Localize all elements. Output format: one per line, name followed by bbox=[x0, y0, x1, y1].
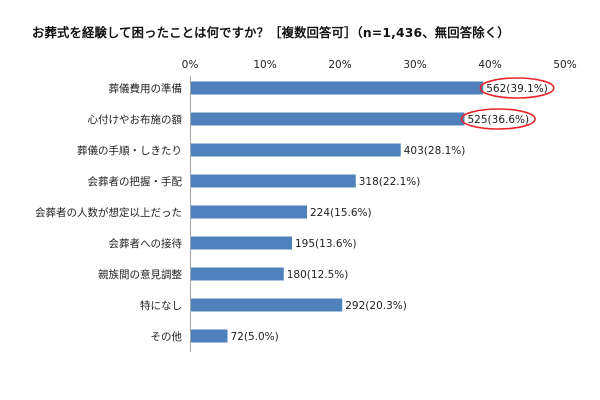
data-label: 292(20.3%) bbox=[345, 300, 407, 312]
data-label: 318(22.1%) bbox=[359, 176, 421, 188]
x-tick-label: 50% bbox=[553, 59, 576, 71]
bar bbox=[191, 81, 484, 95]
chart-title: お葬式を経験して困ったことは何ですか？［複数回答可］（n=1,436、無回答除く… bbox=[32, 26, 510, 40]
category-label: 葬儀の手順・しきたり bbox=[77, 144, 182, 157]
bar bbox=[191, 267, 284, 281]
data-label: 562(39.1%) bbox=[486, 83, 548, 95]
category-label: 会葬者の把握・手配 bbox=[88, 175, 183, 188]
category-label: 葬儀費用の準備 bbox=[109, 82, 183, 95]
data-label: 180(12.5%) bbox=[287, 269, 349, 281]
data-label: 403(28.1%) bbox=[404, 145, 466, 157]
bar bbox=[191, 174, 356, 188]
category-label: 会葬者への接待 bbox=[109, 237, 183, 250]
highlight-ellipse bbox=[479, 77, 555, 99]
bar bbox=[191, 143, 401, 157]
data-label: 195(13.6%) bbox=[295, 238, 357, 250]
data-label: 525(36.6%) bbox=[468, 114, 530, 126]
bar bbox=[191, 112, 465, 126]
x-tick-label: 20% bbox=[328, 59, 351, 71]
category-label: その他 bbox=[151, 330, 183, 343]
category-label: 会葬者の人数が想定以上だった bbox=[35, 206, 182, 219]
bar bbox=[191, 205, 307, 219]
category-label: 特になし bbox=[140, 300, 182, 312]
x-tick-label: 30% bbox=[403, 59, 426, 71]
bar bbox=[191, 236, 292, 250]
x-tick-label: 10% bbox=[253, 59, 276, 71]
data-label: 224(15.6%) bbox=[310, 207, 372, 219]
data-label: 72(5.0%) bbox=[231, 331, 279, 343]
x-tick-label: 0% bbox=[182, 59, 199, 71]
bar bbox=[191, 298, 343, 312]
category-label: 親族間の意見調整 bbox=[98, 268, 182, 281]
highlight-ellipse bbox=[460, 108, 536, 130]
bar bbox=[191, 329, 228, 343]
category-label: 心付けやお布施の額 bbox=[88, 113, 183, 126]
x-tick-label: 40% bbox=[478, 59, 501, 71]
